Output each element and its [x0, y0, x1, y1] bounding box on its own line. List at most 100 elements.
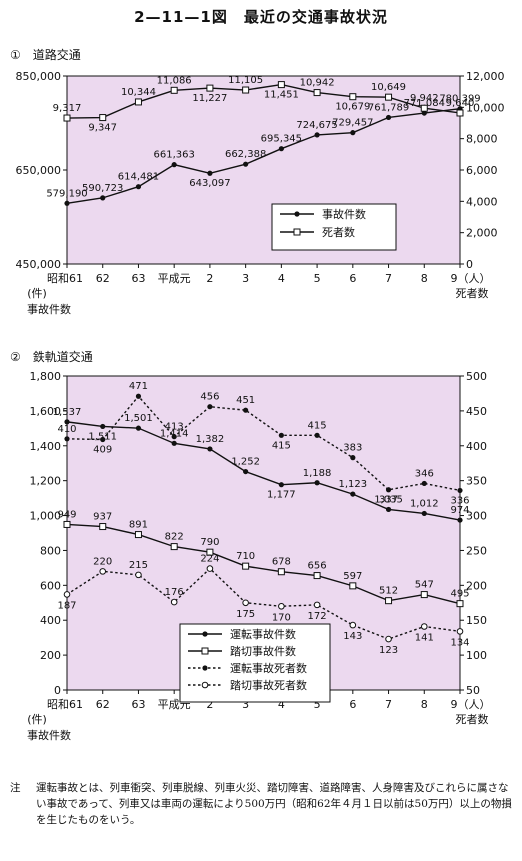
rail-data-label: 134 [450, 637, 469, 648]
figure-title: 2—11—1図 最近の交通事故状況 [134, 8, 388, 26]
road-data-label: 10,649 [371, 82, 406, 93]
rail-data-label: 1,012 [410, 498, 439, 509]
rail-data-point [457, 517, 463, 523]
road-x-tick-label: 2 [206, 272, 213, 285]
road-data-point [314, 132, 320, 138]
road-data-point [349, 93, 357, 101]
rail-data-label: 409 [93, 444, 112, 455]
road-right-axis-label: 死者数 [456, 287, 489, 300]
rail-data-point [207, 446, 213, 452]
rail-data-label: 1,252 [231, 457, 260, 468]
rail-data-point [135, 393, 142, 399]
road-data-point [385, 93, 393, 101]
rail-right-tick-label: 500 [466, 370, 487, 383]
rail-x-tick-label: 63 [131, 698, 145, 711]
road-data-point [242, 86, 250, 94]
road-legend-marker [294, 211, 300, 217]
rail-data-label: 383 [343, 443, 362, 454]
rail-data-label: 949 [57, 509, 76, 520]
rail-data-point [278, 482, 284, 488]
road-data-label: 780,399 [439, 94, 480, 105]
rail-data-point [385, 635, 392, 643]
rail-data-point [243, 407, 249, 413]
road-legend [271, 203, 397, 251]
rail-data-point [456, 600, 464, 608]
rail-data-point [421, 480, 427, 487]
road-data-point [243, 161, 249, 167]
rail-left-tick-label: 1,200 [30, 475, 62, 488]
road-x-tick-label: 3 [242, 272, 249, 285]
road-data-point [420, 104, 428, 112]
rail-data-label: 346 [415, 468, 434, 479]
road-data-point [170, 86, 178, 94]
road-x-tick-label: 昭和61 [47, 272, 83, 285]
road-data-label: 10,344 [121, 87, 156, 98]
rail-data-point [171, 434, 177, 440]
rail-right-tick-label: 200 [466, 579, 487, 592]
rail-right-tick-label: 450 [466, 405, 487, 418]
road-data-label: 761,789 [368, 102, 409, 113]
rail-data-label: 336 [450, 495, 469, 506]
rail-left-tick-label: 1,400 [30, 440, 62, 453]
road-left-tick-label: 850,000 [16, 70, 62, 83]
rail-data-point [420, 623, 428, 630]
rail-data-label: 597 [343, 571, 362, 582]
rail-data-label: 172 [308, 611, 327, 622]
rail-data-point [421, 510, 427, 517]
rail-data-point [456, 628, 464, 635]
footnote-text: 運転事故とは、列車衝突、列車脱線、列車火災、踏切障害、道路障害、人身障害及びこれ… [36, 782, 512, 826]
rail-data-label: 220 [93, 556, 112, 567]
rail-right-tick-label: 150 [466, 614, 487, 627]
road-data-label: 579,190 [46, 188, 87, 199]
rail-legend-label: 踏切事故死者数 [230, 678, 307, 692]
rail-right-tick-label: 400 [466, 440, 487, 453]
rail-x-unit-label: （人） [458, 698, 491, 711]
road-data-point [171, 162, 177, 168]
rail-data-label: 891 [129, 520, 148, 531]
road-x-tick-label: 62 [96, 272, 110, 285]
rail-data-label: 512 [379, 586, 398, 597]
road-data-point [206, 84, 214, 92]
rail-data-label: 176 [165, 587, 184, 598]
footnote-label: 注 [10, 782, 21, 794]
road-data-point [100, 195, 106, 201]
rail-left-tick-label: 1,000 [30, 510, 62, 523]
road-data-label: 590,723 [82, 183, 123, 194]
rail-data-label: 1,035 [374, 494, 403, 505]
road-x-tick-label: 5 [314, 272, 321, 285]
rail-x-tick-label: 62 [96, 698, 110, 711]
rail-legend-marker [201, 647, 209, 655]
road-x-tick-label: 63 [131, 272, 145, 285]
road-data-point [350, 130, 356, 136]
road-data-point [63, 114, 71, 122]
road-legend-label: 死者数 [322, 226, 355, 239]
rail-legend [179, 623, 331, 703]
rail-data-label: 1,414 [160, 428, 189, 439]
rail-data-label: 1,537 [53, 407, 82, 418]
road-right-tick-label: 8,000 [466, 133, 498, 146]
road-data-label: 10,679 [335, 102, 370, 113]
rail-x-tick-label: 2 [206, 698, 213, 711]
road-data-label: 724,675 [296, 120, 337, 131]
road-series-line-2 [66, 83, 461, 119]
road-data-label: 729,457 [332, 118, 373, 129]
rail-left-tick-label: 800 [40, 544, 61, 557]
road-data-label: 11,086 [157, 75, 192, 86]
rail-data-point [278, 432, 284, 438]
rail-data-point [171, 440, 177, 446]
road-data-label: 695,345 [261, 134, 302, 145]
rail-data-label: 495 [450, 589, 469, 600]
rail-data-point [170, 598, 178, 606]
rail-right-tick-label: 100 [466, 649, 487, 662]
rail-legend-label: 運転事故死者数 [230, 661, 307, 675]
road-data-point [64, 200, 70, 206]
rail-data-label: 656 [308, 561, 327, 572]
road-data-label: 11,451 [264, 90, 299, 101]
rail-data-label: 1,382 [196, 434, 225, 445]
road-data-point [99, 114, 107, 122]
rail-data-point [350, 455, 356, 461]
road-legend-marker [293, 228, 301, 236]
rail-data-point [63, 591, 71, 598]
rail-traffic-chart: 0 200 400 600 800 1,000 1,200 1,400 1,600 1,800 50… [27, 370, 491, 742]
rail-data-label: 456 [200, 392, 219, 403]
